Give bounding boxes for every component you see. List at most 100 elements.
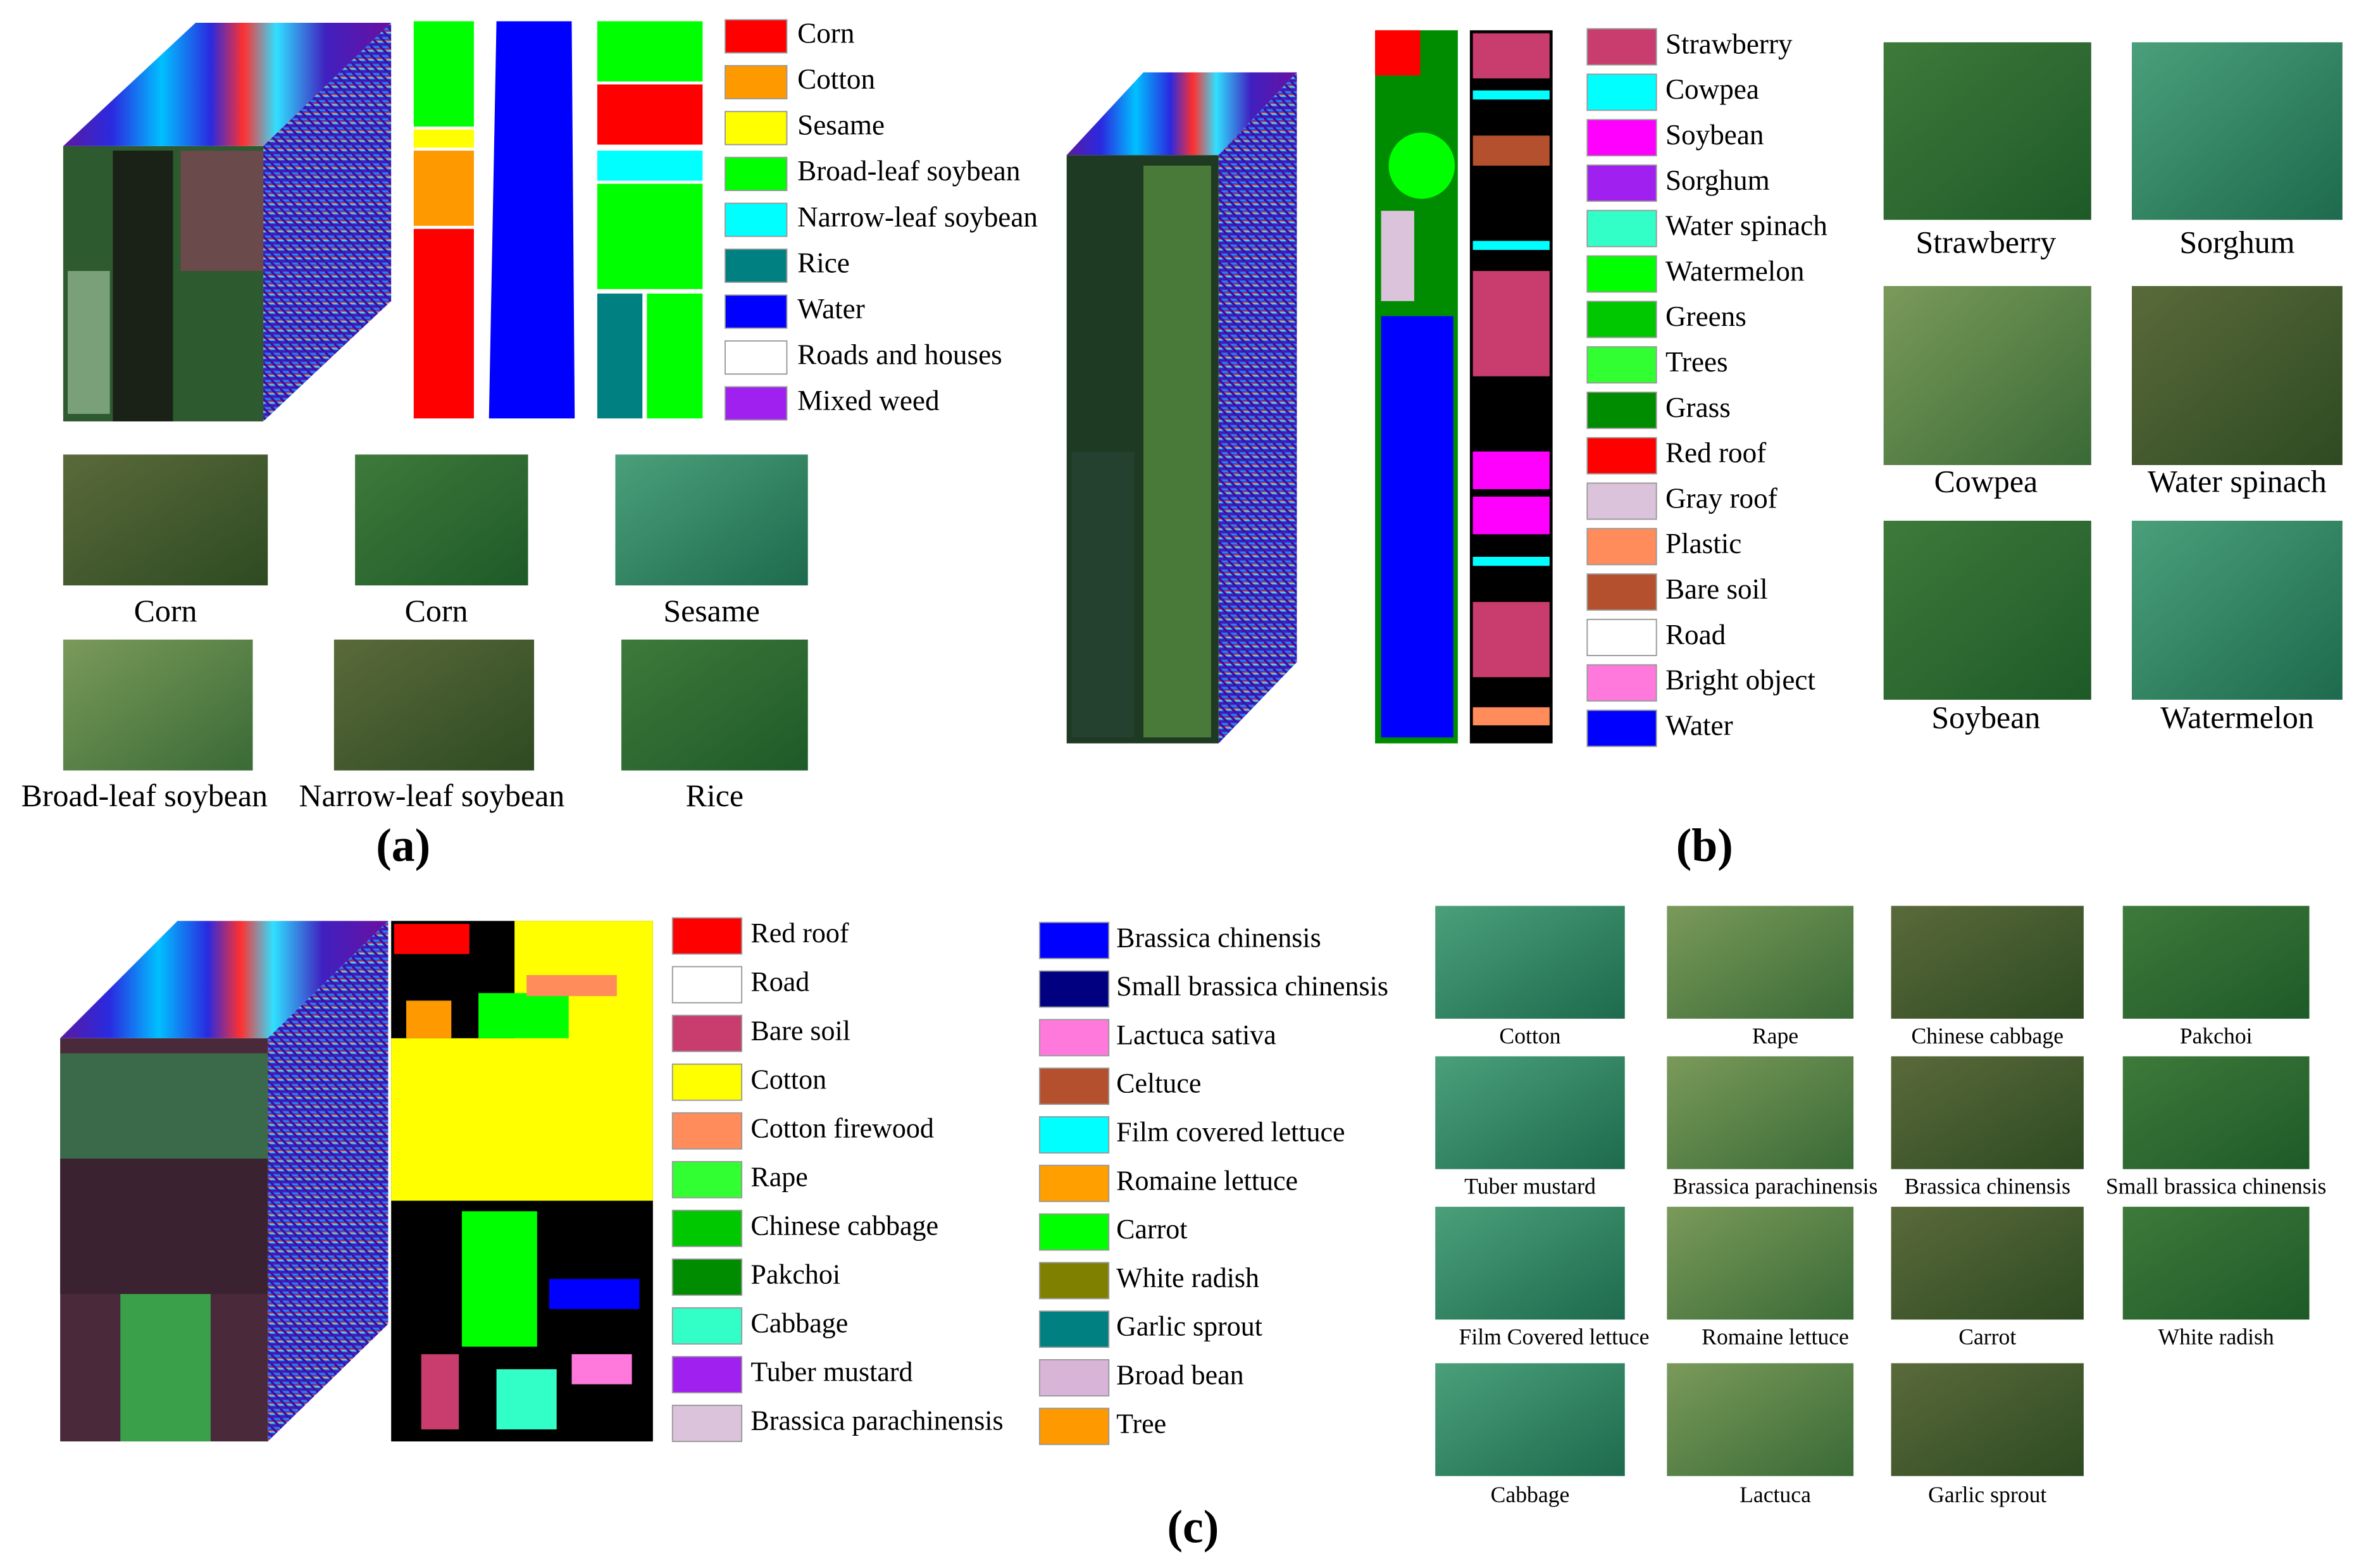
legend-label: Bare soil <box>1665 573 1768 605</box>
field-photo <box>1891 905 2084 1019</box>
legend-label: Rape <box>750 1161 807 1192</box>
legend-swatch <box>1586 618 1657 656</box>
field-photo <box>1883 286 2091 465</box>
photo-caption: Rape <box>1752 1023 1798 1048</box>
legend-label: Water <box>797 293 865 325</box>
photo-caption: Corn <box>134 594 197 628</box>
legend-swatch <box>1586 255 1657 293</box>
legend-swatch <box>1038 921 1110 959</box>
legend-label: Sesame <box>797 109 885 141</box>
legend-label: Gray roof <box>1665 482 1778 514</box>
photo-caption: Carrot <box>1958 1324 2016 1350</box>
legend-swatch <box>725 65 788 99</box>
legend-swatch <box>1038 1116 1110 1154</box>
legend-swatch <box>725 111 788 146</box>
field-photo <box>1883 42 2091 220</box>
legend-label: Tree <box>1116 1408 1166 1439</box>
legend-swatch <box>725 294 788 329</box>
legend-swatch <box>1586 482 1657 520</box>
legend-swatch <box>1586 73 1657 111</box>
photo-caption: Sesame <box>663 594 759 628</box>
photo-caption: Brassica chinensis <box>1905 1174 2070 1199</box>
legend-label: Brassica chinensis <box>1116 922 1321 953</box>
panel-label: (a) <box>376 819 430 871</box>
field-photo <box>1435 1363 1625 1476</box>
photo-caption: Watermelon <box>2160 700 2314 735</box>
photo-caption: Small brassica chinensis <box>2106 1174 2327 1199</box>
photo-caption: Film Covered lettuce <box>1459 1324 1649 1350</box>
legend-swatch <box>1586 709 1657 747</box>
legend-label: Roads and houses <box>797 339 1002 370</box>
legend-label: Red roof <box>750 918 849 949</box>
legend-label: Cotton firewood <box>750 1112 933 1143</box>
photo-caption: White radish <box>2158 1324 2274 1350</box>
photo-caption: Soybean <box>1931 700 2040 735</box>
field-photo <box>2122 905 2310 1019</box>
legend-swatch <box>1586 437 1657 475</box>
field-photo <box>333 639 535 771</box>
field-photo <box>2131 42 2343 220</box>
field-photo <box>63 454 268 586</box>
legend-label: Corn <box>797 18 854 49</box>
legend-label: Bright object <box>1665 664 1815 696</box>
photo-caption: Pakchoi <box>2180 1023 2253 1048</box>
legend-label: Cowpea <box>1665 73 1759 105</box>
photo-caption: Rice <box>686 778 744 813</box>
legend-label: Narrow-leaf soybean <box>797 201 1038 233</box>
photo-caption: Chinese cabbage <box>1911 1023 2063 1048</box>
legend-swatch <box>671 1160 743 1198</box>
field-photo <box>1435 905 1625 1019</box>
legend-label: Bare soil <box>750 1015 850 1046</box>
legend-swatch <box>1586 391 1657 429</box>
legend-swatch <box>1586 28 1657 66</box>
legend-label: Strawberry <box>1665 28 1793 59</box>
legend-label: Soybean <box>1665 119 1764 151</box>
field-photo <box>1891 1056 2084 1169</box>
hyperspectral-cube <box>63 22 392 422</box>
photo-caption: Strawberry <box>1916 225 2057 259</box>
legend-label: Sorghum <box>1665 165 1770 196</box>
legend-swatch <box>725 156 788 192</box>
photo-caption: Cowpea <box>1934 464 2038 499</box>
photo-caption: Corn <box>405 594 468 628</box>
field-photo <box>1891 1363 2084 1476</box>
legend-swatch <box>671 966 743 1004</box>
legend-swatch <box>671 1355 743 1393</box>
legend-swatch <box>671 1063 743 1101</box>
ground-truth-map <box>413 21 703 419</box>
field-photo <box>63 639 253 771</box>
legend-swatch <box>671 1112 743 1150</box>
field-photo <box>1667 1363 1854 1476</box>
legend-label: Cotton <box>750 1064 826 1095</box>
field-photo <box>355 454 528 586</box>
legend-label: Watermelon <box>1665 255 1805 287</box>
legend-label: Film covered lettuce <box>1116 1117 1345 1148</box>
legend-label: Grass <box>1665 392 1731 423</box>
legend-swatch <box>725 248 788 283</box>
legend-swatch <box>671 1209 743 1247</box>
legend-label: Carrot <box>1116 1214 1187 1245</box>
field-photo <box>615 454 808 586</box>
legend-swatch <box>725 202 788 237</box>
legend-label: Cabbage <box>750 1307 848 1338</box>
ground-truth-map <box>391 921 653 1441</box>
legend-swatch <box>1586 301 1657 339</box>
legend-label: Tuber mustard <box>750 1357 912 1388</box>
legend-swatch <box>725 19 788 54</box>
photo-caption: Cabbage <box>1491 1482 1570 1507</box>
legend-label: Rice <box>797 247 850 278</box>
legend-swatch <box>1038 1407 1110 1445</box>
legend-label: Romaine lettuce <box>1116 1165 1298 1196</box>
legend-label: Water spinach <box>1665 210 1827 242</box>
legend-swatch <box>1586 664 1657 702</box>
legend-label: White radish <box>1116 1262 1259 1293</box>
photo-caption: Brassica parachinensis <box>1673 1174 1878 1199</box>
legend-label: Red roof <box>1665 437 1767 469</box>
photo-caption: Broad-leaf soybean <box>22 778 268 813</box>
legend-label: Chinese cabbage <box>750 1210 938 1241</box>
legend-swatch <box>725 340 788 375</box>
field-photo <box>1667 905 1854 1019</box>
legend-swatch <box>671 917 743 955</box>
field-photo <box>2131 286 2343 465</box>
